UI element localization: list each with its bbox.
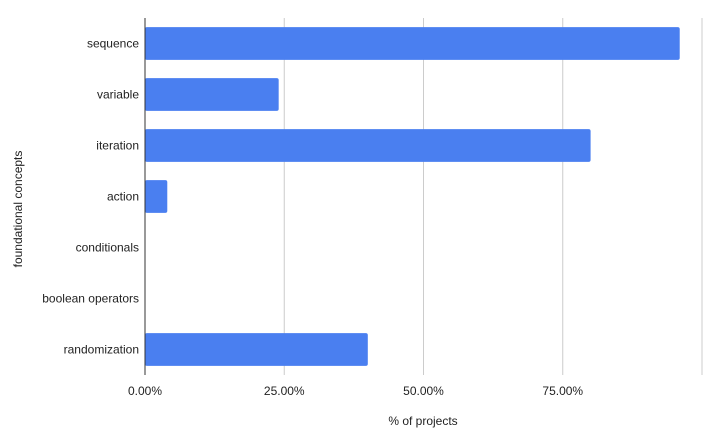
category-label: variable xyxy=(97,88,139,102)
x-tick-label: 0.00% xyxy=(128,384,162,398)
bar-sequence xyxy=(145,27,680,60)
bar-iteration xyxy=(145,129,591,162)
bar-randomization xyxy=(145,333,368,366)
gridlines xyxy=(283,18,703,375)
bars xyxy=(145,27,680,366)
bar-variable xyxy=(145,78,279,111)
x-tick-label: 50.00% xyxy=(403,384,444,398)
category-label: sequence xyxy=(87,37,139,51)
x-axis-title: % of projects xyxy=(388,414,457,428)
category-label: conditionals xyxy=(76,241,139,255)
category-label: iteration xyxy=(96,139,139,153)
x-tick-label: 25.00% xyxy=(264,384,305,398)
category-label: randomization xyxy=(64,343,139,357)
y-axis-title: foundational concepts xyxy=(11,151,25,268)
category-label: boolean operators xyxy=(42,292,139,306)
bar-action xyxy=(145,180,168,213)
category-labels: sequence variable iteration action condition… xyxy=(42,37,139,357)
x-tick-label: 75.00% xyxy=(542,384,583,398)
category-label: action xyxy=(107,190,139,204)
x-tick-labels: 0.00% 25.00% 50.00% 75.00% xyxy=(128,384,583,398)
